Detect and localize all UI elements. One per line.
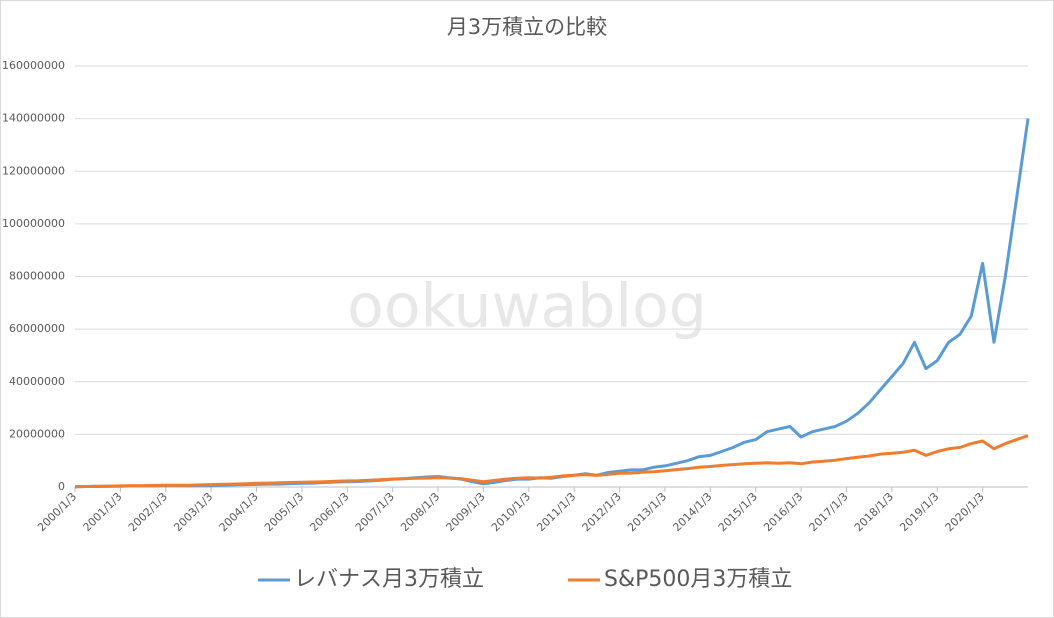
y-tick-label: 100000000 — [2, 217, 65, 230]
legend-label: レバナス月3万積立 — [294, 567, 484, 592]
watermark: ookuwablog — [347, 272, 707, 342]
series-line — [74, 434, 1029, 489]
y-tick-label: 120000000 — [2, 164, 65, 177]
chart-title: 月3万積立の比較 — [447, 15, 607, 39]
y-tick-label: 0 — [58, 480, 65, 493]
y-tick-label: 160000000 — [2, 59, 65, 72]
legend-label: S&P500月3万積立 — [604, 567, 792, 592]
y-tick-label: 20000000 — [9, 427, 65, 440]
y-tick-label: 40000000 — [9, 375, 65, 388]
y-tick-label: 80000000 — [9, 270, 65, 283]
y-tick-label: 140000000 — [2, 112, 65, 125]
y-tick-label: 60000000 — [9, 322, 65, 335]
